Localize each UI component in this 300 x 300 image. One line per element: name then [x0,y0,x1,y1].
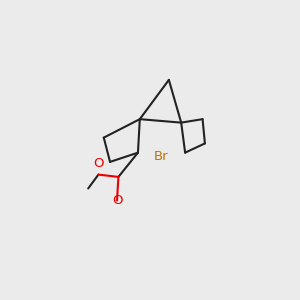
Text: O: O [93,157,104,169]
Text: O: O [112,194,122,207]
Text: Br: Br [154,150,168,163]
